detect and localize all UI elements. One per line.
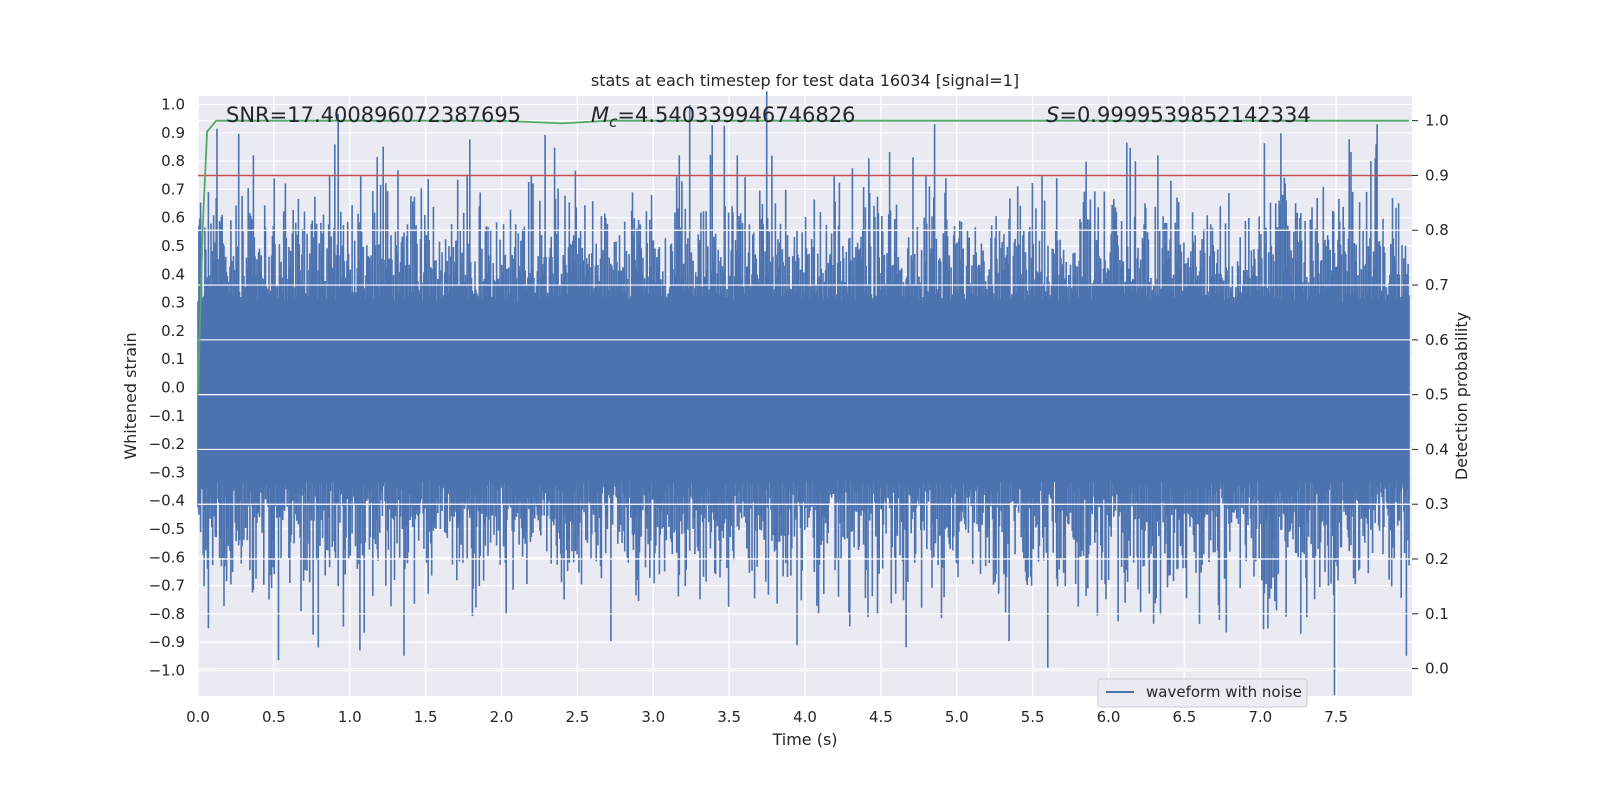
y-tick-label: −0.8 (149, 605, 185, 623)
score-annotation: S=0.9999539852142334 (1046, 103, 1311, 127)
waveform-series (197, 91, 1410, 696)
y2-tick-label: 0.7 (1425, 276, 1449, 294)
chirp-mass-subscript: c (609, 113, 618, 131)
y-tick-label: 0.7 (161, 180, 185, 198)
y-tick-label: 0.2 (161, 322, 185, 340)
x-tick-label: 2.5 (565, 708, 589, 726)
y2-tick-label: 0.6 (1425, 331, 1449, 349)
y2-tick-labels: 1.0 0.9 0.8 0.7 0.6 0.5 0.4 0.3 0.2 0.1 0.0 (1425, 112, 1449, 678)
x-tick-label: 4.0 (793, 708, 817, 726)
y-tick-label: 0.0 (161, 379, 185, 397)
x-tick-label: 6.5 (1172, 708, 1196, 726)
y-tick-label: 0.5 (161, 237, 185, 255)
score-value: =0.9999539852142334 (1059, 103, 1310, 127)
x-tick-label: 0.0 (186, 708, 210, 726)
x-tick-label: 4.5 (869, 708, 893, 726)
x-tick-label: 3.5 (717, 708, 741, 726)
waveform-core (198, 308, 1409, 450)
x-tick-label: 5.5 (1021, 708, 1045, 726)
y-axis-label: Whitened strain (121, 332, 140, 459)
snr-annotation: SNR=17.400896072387695 (226, 103, 521, 127)
x-tick-label: 7.5 (1324, 708, 1348, 726)
y2-tick-label: 0.5 (1425, 386, 1449, 404)
legend-box (1097, 678, 1308, 708)
y2-axis-label: Detection probability (1452, 312, 1471, 480)
y-tick-label: −0.5 (149, 520, 185, 538)
chart-title: stats at each timestep for test data 160… (591, 71, 1019, 90)
x-tick-label: 1.5 (414, 708, 438, 726)
y-tick-label: −0.2 (149, 435, 185, 453)
x-tick-labels: 0.0 0.5 1.0 1.5 2.0 2.5 3.0 3.5 4.0 4.5 5.0 5.5 6.0 6… (186, 708, 1348, 726)
y-tick-label: 0.8 (161, 152, 185, 170)
score-symbol: S (1046, 103, 1059, 127)
y-tick-labels: 1.0 0.9 0.8 0.7 0.6 0.5 0.4 0.3 0.2 0.1 0.0 −0.1 −0.… (149, 95, 185, 679)
x-axis-label: Time (s) (771, 730, 837, 749)
y2-tick-label: 0.4 (1425, 440, 1449, 458)
y2-tick-label: 0.1 (1425, 605, 1449, 623)
y-tick-label: 0.1 (161, 350, 185, 368)
y-tick-label: 1.0 (161, 95, 185, 113)
y2-tick-label: 0.2 (1425, 550, 1449, 568)
y-tick-label: 0.9 (161, 124, 185, 142)
y-tick-label: −1.0 (149, 662, 185, 680)
y2-tick-label: 0.3 (1425, 495, 1449, 513)
detection-probability-line (197, 119, 1409, 395)
y2-tick-label: 0.9 (1425, 166, 1449, 184)
y-tick-label: 0.4 (161, 265, 185, 283)
x-tick-label: 2.0 (490, 708, 514, 726)
y-tick-label: −0.4 (149, 492, 185, 510)
legend: waveform with noise (1097, 678, 1308, 708)
chirp-mass-symbol: M (591, 103, 609, 127)
y2-tick-label: 0.0 (1425, 660, 1449, 678)
y2-tick-label: 1.0 (1425, 112, 1449, 130)
legend-label: waveform with noise (1146, 683, 1302, 701)
x-tick-label: 0.5 (262, 708, 286, 726)
y-tick-label: −0.3 (149, 463, 185, 481)
y-tick-label: −0.9 (149, 633, 185, 651)
y-tick-label: −0.1 (149, 407, 185, 425)
x-tick-label: 7.0 (1248, 708, 1272, 726)
y-tick-label: −0.6 (149, 548, 185, 566)
x-tick-label: 6.0 (1097, 708, 1121, 726)
x-tick-label: 1.0 (338, 708, 362, 726)
chirp-mass-annotation: Mc=4.540339946746826 (591, 103, 855, 131)
y-tick-label: 0.6 (161, 209, 185, 227)
chirp-mass-value: =4.540339946746826 (617, 103, 855, 127)
y2-tick-label: 0.8 (1425, 221, 1449, 239)
y-tick-label: −0.7 (149, 577, 185, 595)
x-tick-label: 3.0 (641, 708, 665, 726)
x-tick-label: 5.0 (945, 708, 969, 726)
y-tick-label: 0.3 (161, 294, 185, 312)
